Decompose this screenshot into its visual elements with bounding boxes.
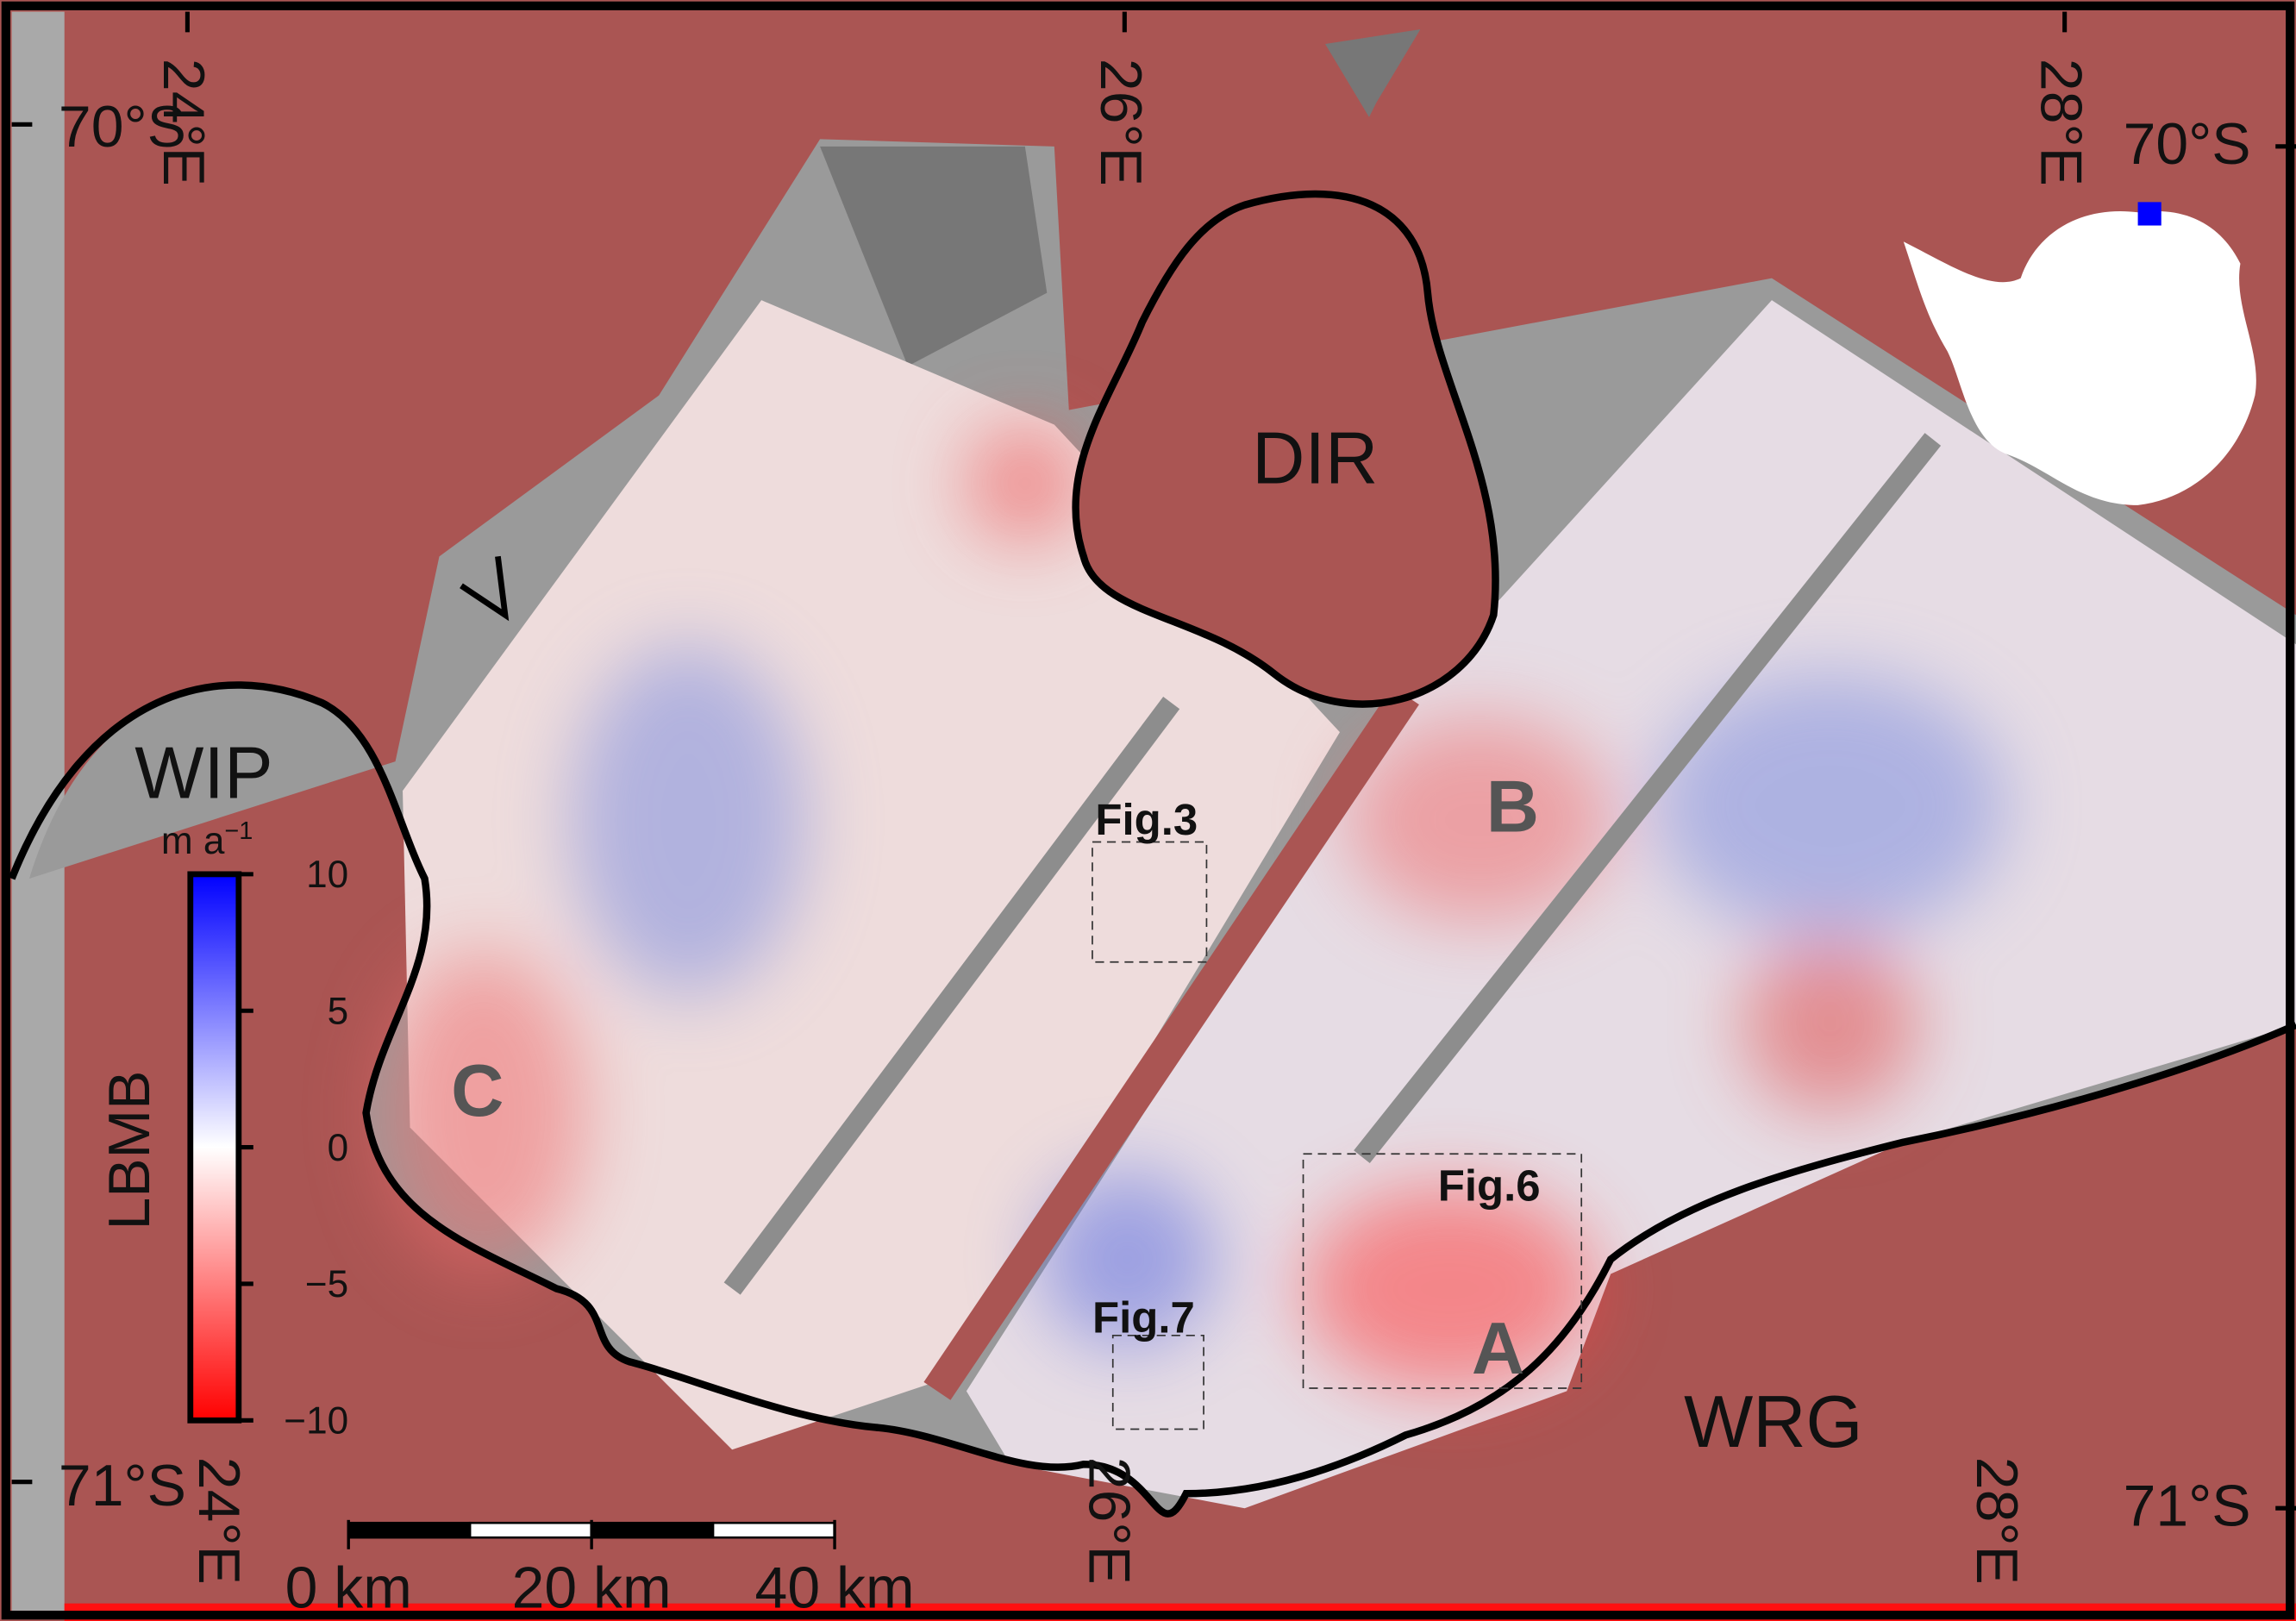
ice-rise-label: DIR: [1252, 416, 1378, 498]
lon-label: 24°E: [186, 1457, 251, 1585]
scale-label: 40 km: [755, 1556, 915, 1621]
colorbar-tick-label: −5: [305, 1263, 348, 1305]
unit: m a: [161, 820, 225, 862]
lat-label: 71°S: [59, 1454, 186, 1518]
scale-segment: [470, 1523, 591, 1537]
unit-exponent: −1: [224, 817, 253, 845]
wrg-label: WRG: [1684, 1380, 1863, 1462]
lon-label: 24°E: [151, 59, 216, 186]
scale-segment: [591, 1523, 713, 1537]
lon-label: 28°E: [1964, 1457, 2029, 1585]
colorbar-tick-label: 10: [306, 854, 348, 896]
region-label: A: [1472, 1307, 1524, 1389]
fig-label: Fig.6: [1438, 1161, 1541, 1211]
lon-label: 26°E: [1088, 59, 1153, 186]
lat-label: 70°S: [2124, 112, 2251, 177]
fig-label: Fig.7: [1092, 1292, 1195, 1342]
fig-label: Fig.3: [1095, 795, 1198, 844]
lat-label: 71°S: [2124, 1474, 2251, 1539]
lon-label: 28°E: [2028, 59, 2093, 186]
colorbar-tick-label: −10: [284, 1400, 348, 1443]
scale-label: 20 km: [512, 1556, 672, 1621]
region-label: B: [1486, 766, 1539, 848]
scale-bar: 0 km 20 km 40 km: [285, 1520, 915, 1621]
lon-label: 26°E: [1077, 1457, 1142, 1585]
colorbar: [191, 874, 239, 1420]
scale-segment: [713, 1523, 835, 1537]
colorbar-label: LBMB: [97, 1071, 162, 1230]
location-marker: [2138, 202, 2161, 225]
wip-label: WIP: [135, 732, 272, 814]
map: 70°S 70°S 71°S 71°S 24°E 26°E 28°E 24°E …: [0, 0, 2296, 1621]
colorbar-tick-label: 5: [328, 991, 349, 1033]
scale-label: 0 km: [285, 1556, 412, 1621]
scale-segment: [348, 1523, 470, 1537]
region-label: C: [451, 1049, 504, 1131]
colorbar-tick-label: 0: [328, 1127, 349, 1169]
